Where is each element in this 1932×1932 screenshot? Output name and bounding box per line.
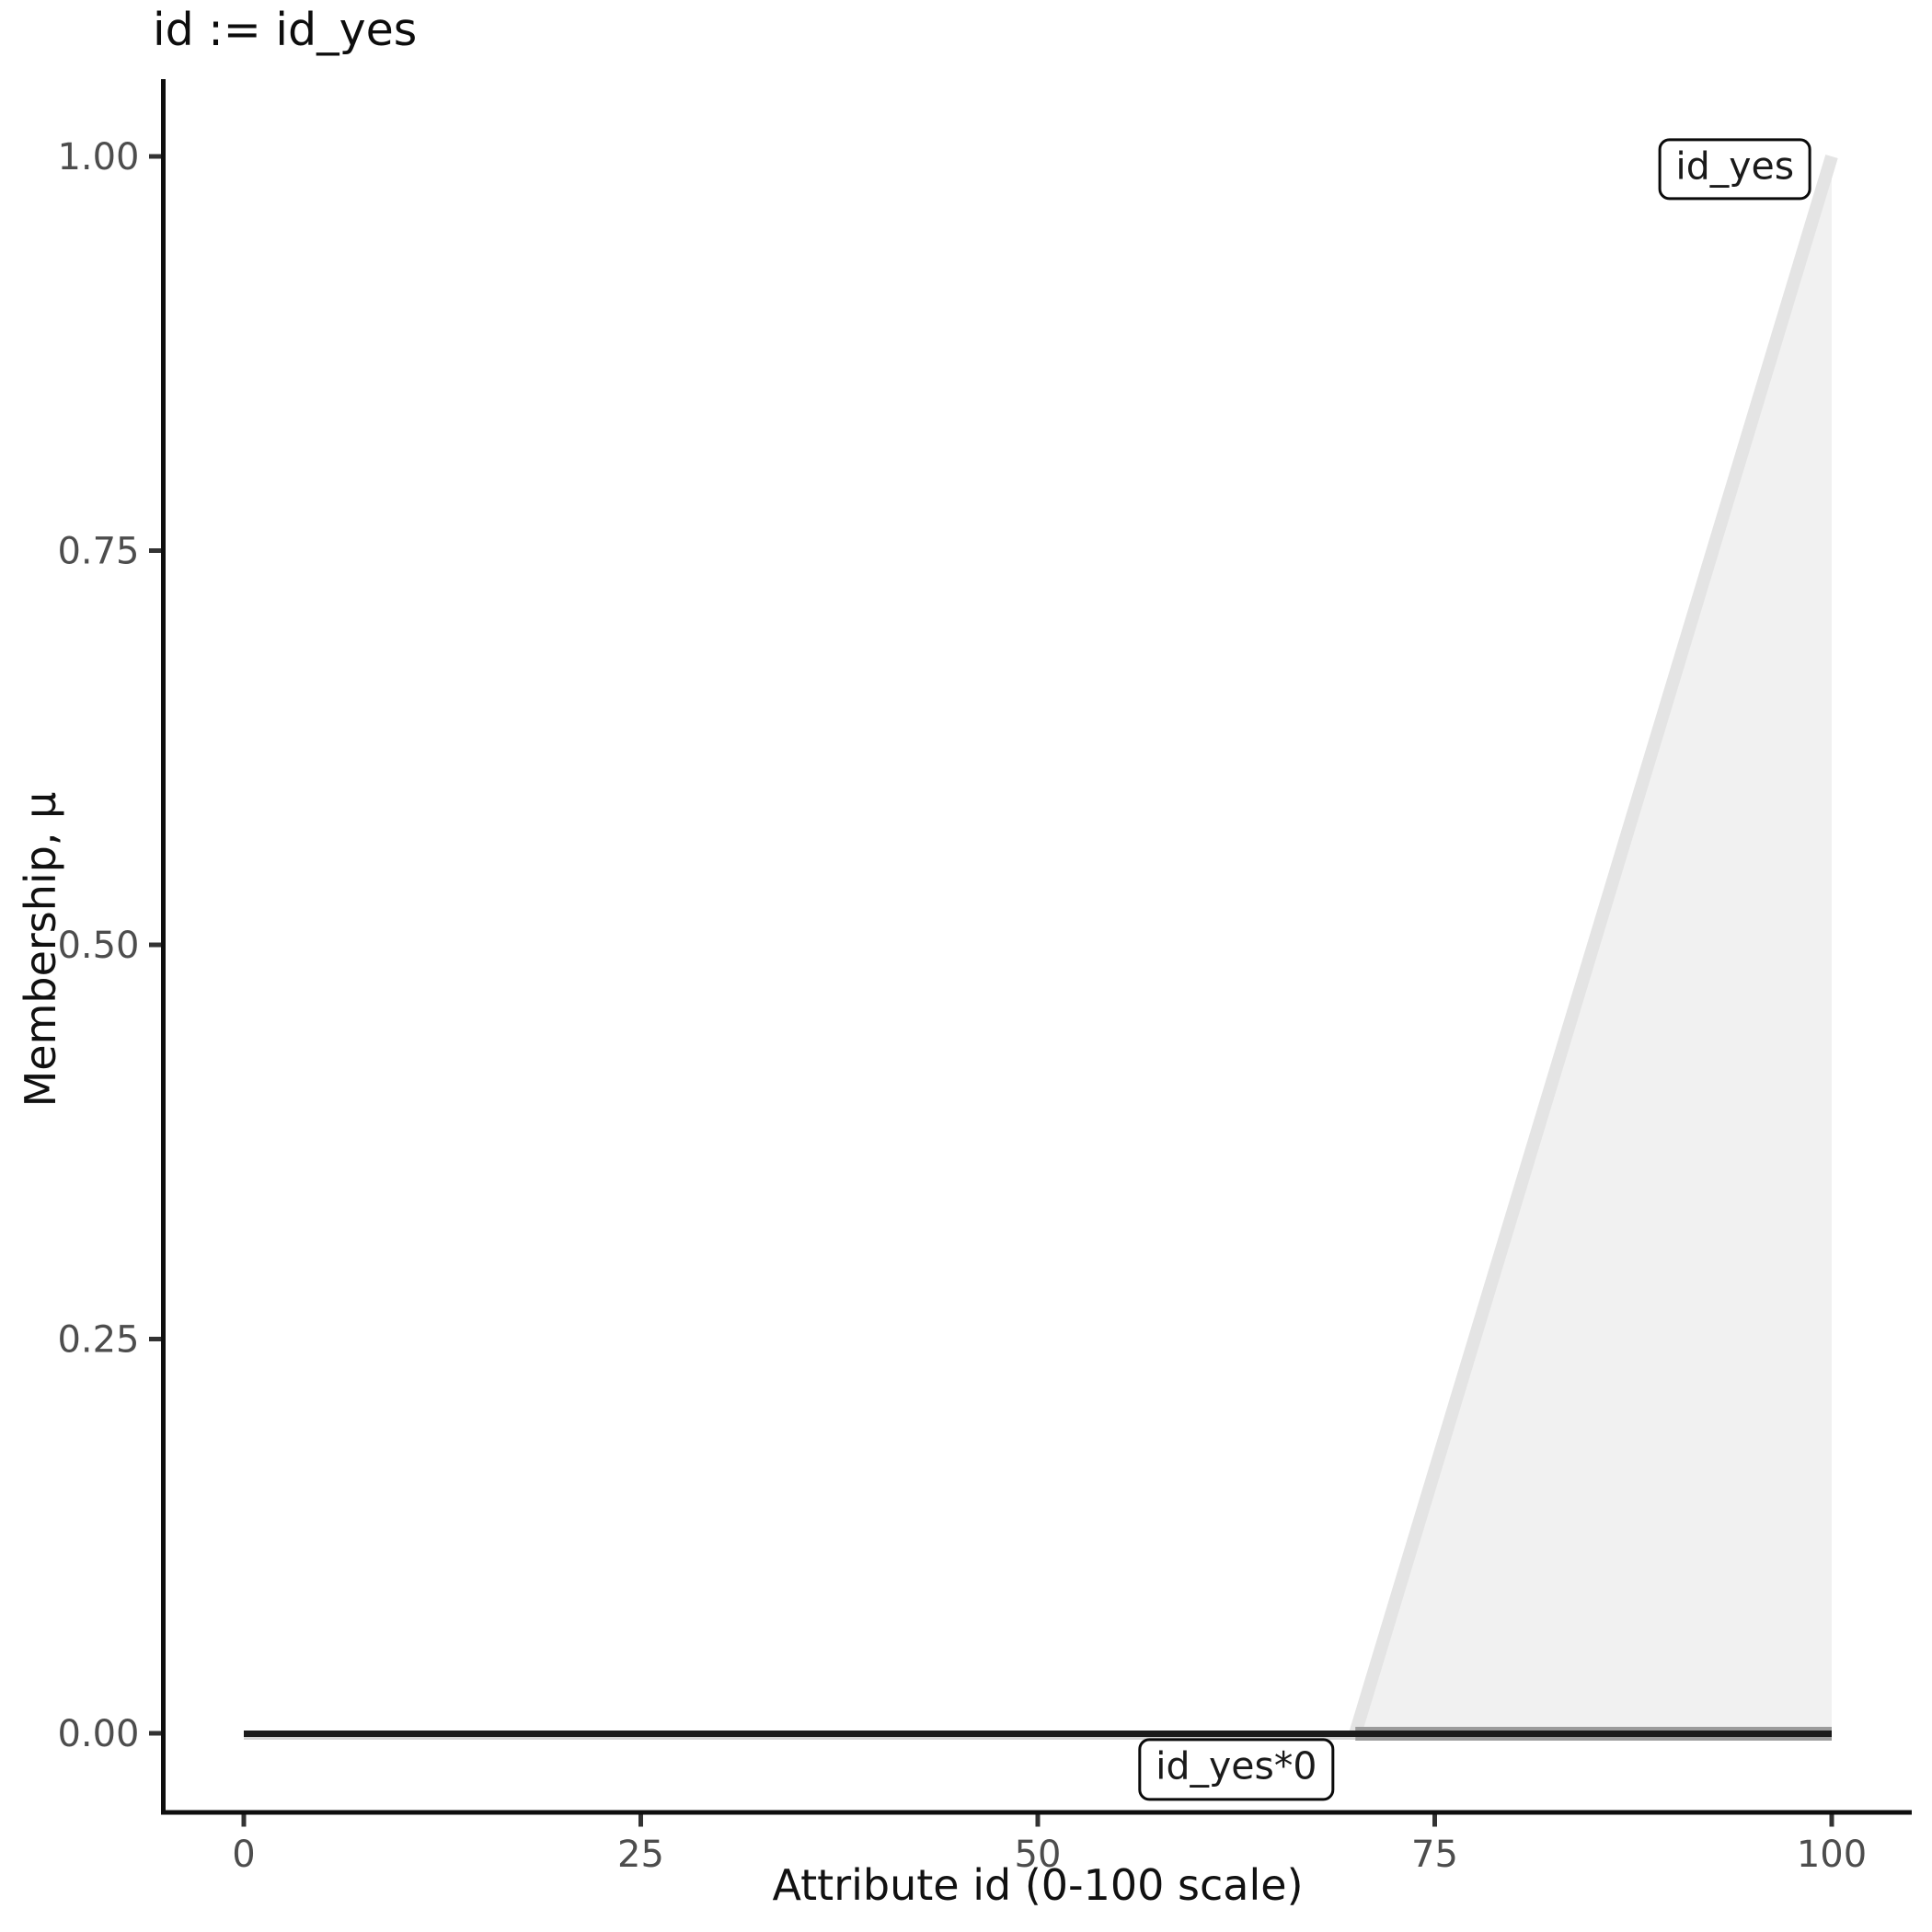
x-tick-label: 25 <box>617 1834 664 1876</box>
y-tick-label: 1.00 <box>57 136 139 178</box>
y-tick-label: 0.75 <box>57 531 139 573</box>
y-tick-label: 0.00 <box>57 1713 139 1755</box>
series-label-id-yes: id_yes <box>1658 138 1812 201</box>
id-yes-area-fill <box>244 156 1832 1733</box>
x-axis-title: Attribute id (0-100 scale) <box>772 1860 1304 1910</box>
x-tick-label: 50 <box>1015 1834 1062 1876</box>
x-tick-label: 0 <box>232 1834 255 1876</box>
x-tick-label: 100 <box>1797 1834 1867 1876</box>
y-tick-label: 0.50 <box>57 925 139 967</box>
series-label-id-yes-times-0: id_yes*0 <box>1138 1738 1335 1801</box>
y-axis-title: Membership, μ <box>16 791 65 1108</box>
y-tick-label: 0.25 <box>57 1319 139 1362</box>
x-tick-label: 75 <box>1411 1834 1458 1876</box>
plot-title: id := id_yes <box>153 4 418 56</box>
id-yes-rising-line <box>1349 154 1838 1736</box>
